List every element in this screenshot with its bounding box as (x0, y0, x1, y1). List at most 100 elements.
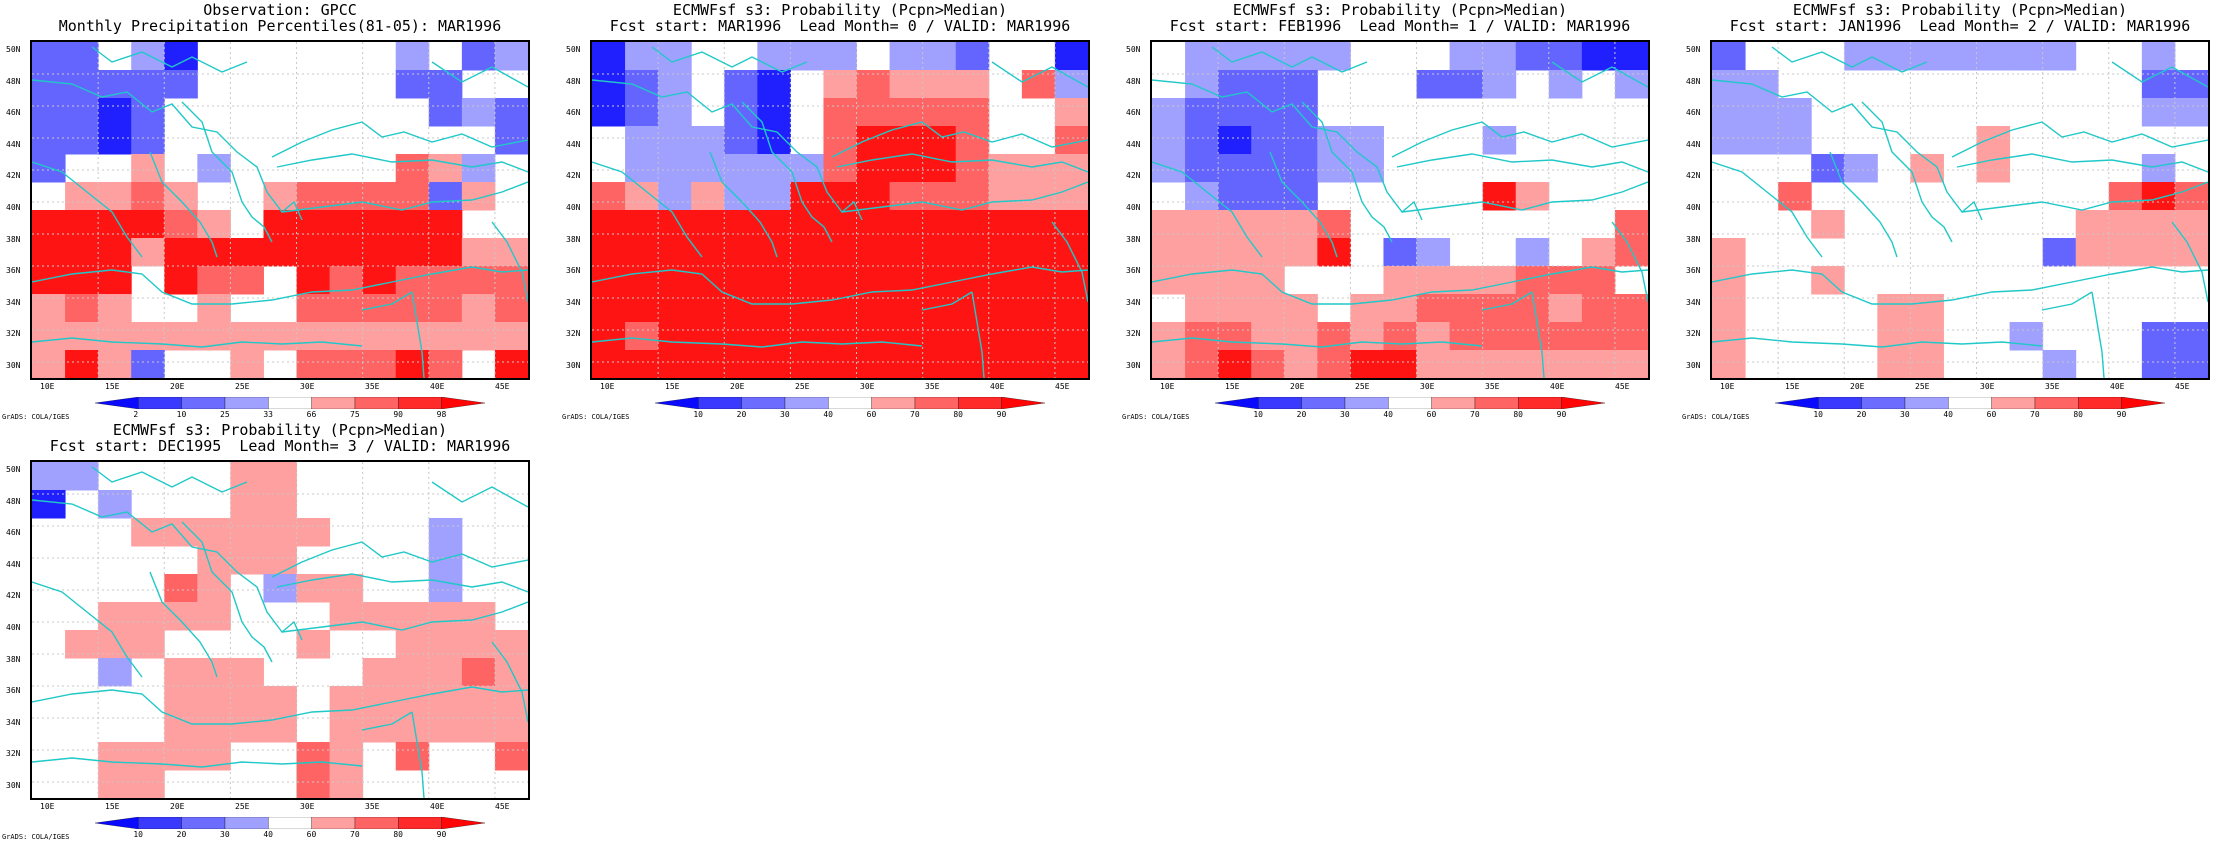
shaded-cell (131, 770, 165, 798)
shaded-cell (955, 98, 990, 127)
shaded-cell (1449, 294, 1484, 323)
shaded-cell (955, 70, 990, 99)
x-tick-label: 10E (1160, 382, 1175, 391)
shaded-cell (988, 350, 1023, 378)
shaded-cell (724, 126, 758, 155)
shaded-cell (1581, 266, 1616, 295)
coastline (32, 161, 143, 258)
shaded-cell (395, 182, 430, 211)
y-tick-label: 42N (1686, 171, 1701, 181)
colorbar-label: 33 (263, 410, 273, 419)
y-tick-label: 48N (1686, 76, 1701, 86)
y-tick-label: 50N (566, 45, 581, 54)
shaded-cell (1284, 70, 1318, 99)
shaded-cell (329, 238, 364, 267)
shaded-cell (1317, 42, 1351, 71)
grads-credit: GrADS: COLA/IGES (2, 833, 70, 841)
shaded-cell (1416, 322, 1451, 351)
shaded-cell (197, 742, 231, 771)
shaded-cell (1185, 42, 1219, 71)
y-tick-label: 30N (566, 361, 581, 370)
shaded-cell (1745, 126, 1779, 155)
shaded-cell (1350, 126, 1384, 155)
y-tick-label: 40N (1686, 203, 1701, 212)
shaded-cell (263, 546, 298, 575)
coastline (592, 161, 703, 258)
colorbar-segment (95, 397, 139, 409)
shaded-cell (395, 70, 430, 99)
shaded-cell (2174, 322, 2208, 351)
shaded-cell (197, 294, 231, 323)
map-frame (30, 460, 530, 800)
x-tick-label: 25E (795, 382, 810, 391)
colorbar-segment (1431, 397, 1476, 409)
shaded-cell (230, 658, 264, 687)
shaded-cell (461, 154, 496, 183)
shaded-cell (197, 266, 231, 295)
shaded-cell (790, 154, 824, 183)
y-tick-label: 30N (6, 781, 21, 790)
x-tick-label: 10E (600, 382, 615, 391)
shaded-cell (1185, 98, 1219, 127)
shaded-cell (1054, 42, 1088, 71)
coastline (1269, 151, 1338, 258)
y-tick-label: 36N (1126, 266, 1141, 276)
shaded-cell (164, 574, 198, 603)
y-tick-label: 46N (1686, 108, 1701, 118)
shaded-cell (823, 210, 858, 239)
x-tick-label: 40E (1550, 382, 1565, 391)
x-tick-label: 35E (365, 382, 380, 391)
y-tick-label: 42N (566, 171, 581, 181)
shaded-cell (922, 98, 957, 127)
shaded-cell (757, 266, 791, 295)
shaded-cell (1152, 126, 1186, 155)
shaded-cell (1712, 266, 1746, 295)
colorbar-segment (2034, 397, 2079, 409)
colorbar-segment (224, 817, 269, 829)
shaded-cell (1581, 294, 1616, 323)
y-tick-label: 30N (1686, 361, 1701, 370)
shaded-cell (823, 126, 858, 155)
shaded-cell (691, 126, 725, 155)
shaded-cell (922, 126, 957, 155)
shaded-cell (1251, 98, 1285, 127)
map-panel: Observation: GPCC Monthly Precipitation P… (0, 0, 560, 421)
shaded-cell (1054, 98, 1088, 127)
y-tick-label: 50N (6, 45, 21, 54)
shaded-cell (1317, 322, 1351, 351)
grads-credit: GrADS: COLA/IGES (562, 413, 630, 421)
y-tick-label: 36N (6, 686, 21, 696)
y-tick-label: 40N (1126, 203, 1141, 212)
shaded-cell (1548, 294, 1583, 323)
map-panel: ECMWFsf s3: Probability (Pcpn>Median) Fcs… (1120, 0, 1680, 421)
shaded-cell (2141, 322, 2176, 351)
colorbar-label: 20 (736, 410, 747, 419)
shaded-cell (197, 714, 231, 743)
colorbar-label: 90 (436, 830, 447, 839)
colorbar-label: 60 (1986, 410, 1997, 419)
coastline (431, 481, 528, 508)
colorbar-segment (398, 397, 442, 409)
shaded-cell (625, 154, 659, 183)
shaded-cell (823, 350, 858, 378)
coastline (149, 571, 218, 678)
shaded-cell (757, 154, 791, 183)
shaded-cell (757, 238, 791, 267)
shaded-cell (1152, 98, 1186, 127)
shaded-cell (2042, 42, 2077, 71)
colorbar-segment (1258, 397, 1302, 409)
shaded-cell (65, 126, 99, 155)
colorbar-label: 75 (350, 410, 360, 419)
shaded-cell (428, 266, 463, 295)
panel-title-line2: Fcst start: FEB1996 Lead Month= 1 / VALI… (1169, 17, 1631, 35)
shaded-cell (32, 98, 66, 127)
shaded-cell (461, 238, 496, 267)
colorbar-segment (1344, 397, 1389, 409)
shaded-cell (1482, 322, 1517, 351)
shaded-cell (1581, 322, 1616, 351)
coastline (361, 711, 413, 731)
shaded-cell (164, 686, 198, 715)
colorbar-label: 90 (996, 410, 1007, 419)
shaded-cell (65, 42, 99, 71)
coastline (32, 337, 363, 348)
